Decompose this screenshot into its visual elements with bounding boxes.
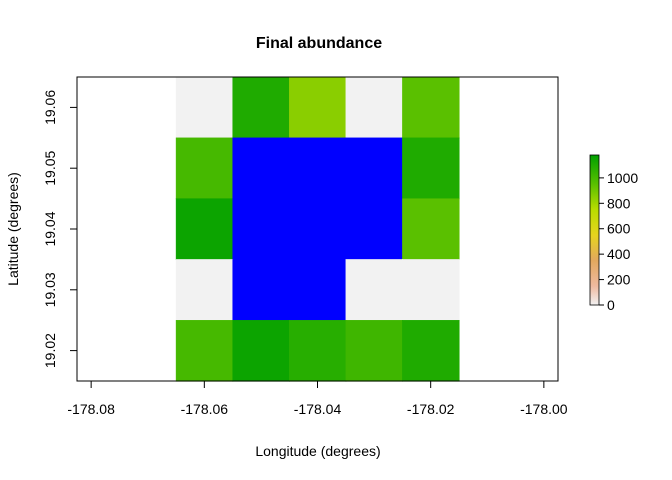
legend-tick-label: 0 [607,297,615,313]
heatmap-cell-14 [402,198,460,261]
heatmap-cell-19 [402,259,460,321]
heatmap-cell-11 [232,198,290,261]
heatmap-cell-9 [402,137,460,200]
legend-ticks: 0 200 400 600 800 1000 [599,170,638,313]
heatmap-cell-22 [289,320,347,382]
chart-title: Final abundance [256,35,382,52]
x-tick-label: -178.08 [67,401,115,417]
x-tick-label: -178.06 [181,401,229,417]
heatmap-cell-4 [402,76,460,139]
heatmap-cell-18 [345,259,403,321]
heatmap-cell-6 [232,137,290,200]
heatmap-cell-12 [289,198,347,261]
heatmap-cell-2 [289,76,347,139]
heatmap-cell-5 [175,137,234,200]
heatmap-cell-7 [289,137,347,200]
x-tick-label: -178.04 [294,401,342,417]
heatmap-cells [175,76,460,382]
heatmap-cell-13 [345,198,403,261]
legend-tick-label: 600 [607,221,631,237]
heatmap-cell-15 [175,259,234,321]
y-axis-label: Latitude (degrees) [5,172,21,286]
y-tick-label: 19.04 [42,211,58,246]
heatmap-cell-8 [345,137,403,200]
legend-tick-label: 400 [607,246,631,262]
legend-tick-label: 800 [607,195,631,211]
y-tick-label: 19.03 [42,272,58,307]
color-legend: 0 200 400 600 800 1000 [589,154,638,313]
heatmap-cell-0 [175,76,234,139]
heatmap-cell-10 [175,198,234,261]
y-tick-label: 19.06 [42,90,58,125]
y-tick-label: 19.05 [42,150,58,185]
heatmap-cell-24 [402,320,460,382]
legend-tick-label: 1000 [607,170,638,186]
x-tick-label: -178.02 [407,401,455,417]
legend-tick-label: 200 [607,272,631,288]
x-axis-label: Longitude (degrees) [255,443,380,459]
legend-colorbar [589,154,600,306]
heatmap-cell-20 [175,320,234,382]
heatmap-cell-21 [232,320,290,382]
heatmap-cell-1 [232,76,290,139]
x-axis: -178.08 -178.06 -178.04 -178.02 -178.00 [67,380,568,417]
heatmap-cell-23 [345,320,403,382]
y-tick-label: 19.02 [42,333,58,368]
heatmap-cell-16 [232,259,290,321]
y-axis: 19.02 19.03 19.04 19.05 19.06 [42,90,78,368]
heatmap-cell-17 [289,259,347,321]
heatmap-cell-3 [345,76,403,139]
x-tick-label: -178.00 [520,401,568,417]
